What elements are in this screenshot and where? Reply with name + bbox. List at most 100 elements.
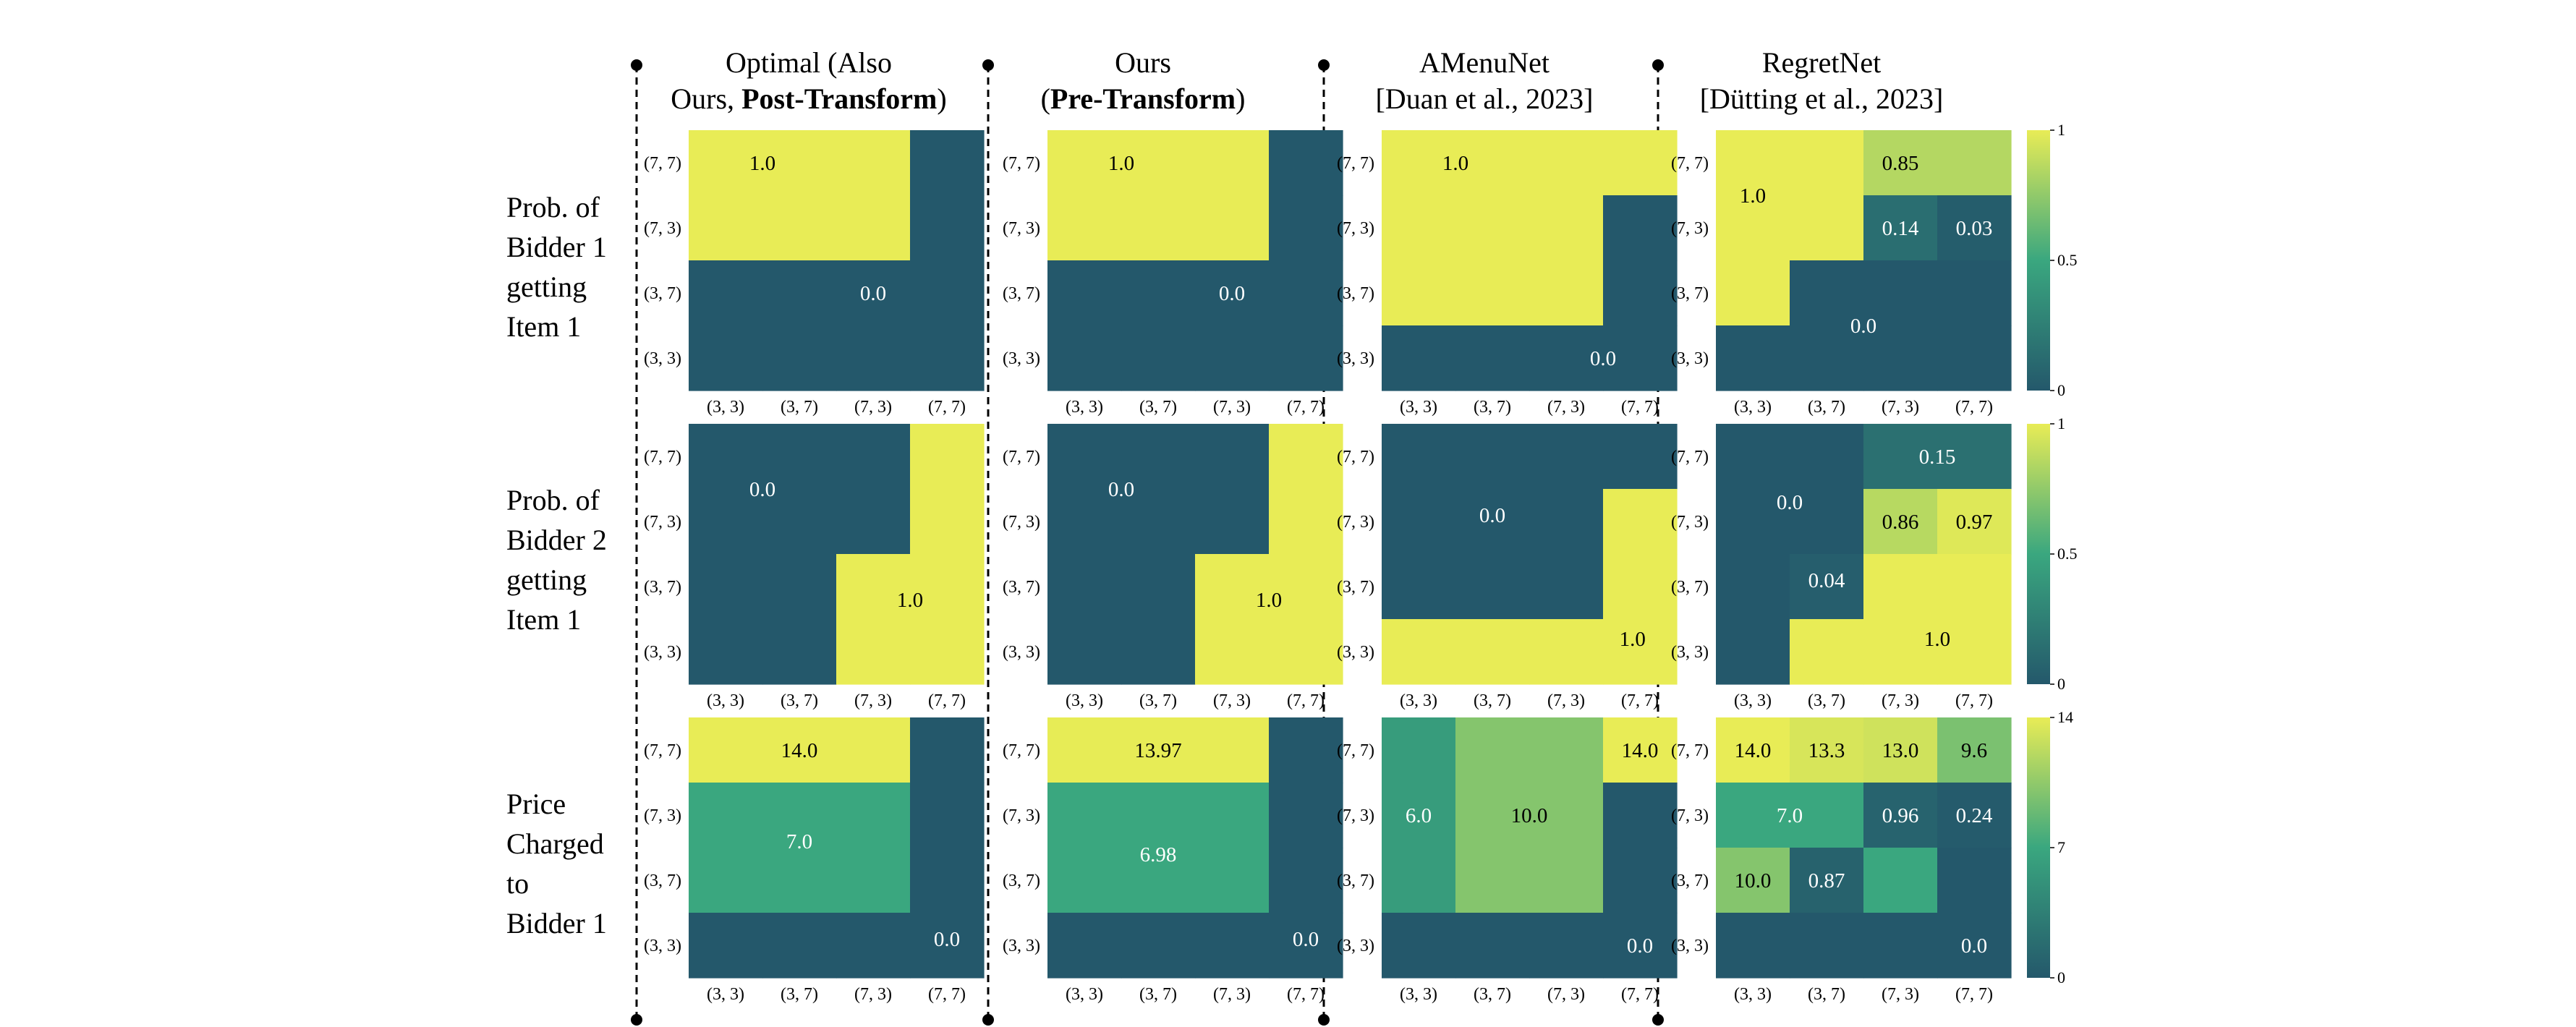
heatmap-cell xyxy=(1121,619,1196,685)
heatmap-cell xyxy=(1195,913,1270,979)
cell-value-label: 13.3 xyxy=(1808,739,1845,762)
row-label-1-line0: Prob. of xyxy=(506,484,600,516)
x-tick-label: (7, 7) xyxy=(1287,985,1325,1004)
cell-value-label: 0.04 xyxy=(1808,569,1845,592)
y-tick-label: (3, 7) xyxy=(1003,284,1040,303)
x-tick-label: (7, 3) xyxy=(854,691,892,710)
heatmap-cell xyxy=(1269,260,1343,326)
column-titles: Optimal (Also Ours, Post-Transform) Ours… xyxy=(671,46,1943,115)
y-tick-label: (3, 3) xyxy=(1337,349,1374,368)
heatmap-cell xyxy=(1716,260,1790,326)
heatmap-cell xyxy=(836,195,911,261)
heatmap-cell xyxy=(1716,489,1790,555)
x-tick-label: (3, 7) xyxy=(1474,985,1511,1004)
heatmap-cell xyxy=(1047,260,1122,326)
heatmap-cell xyxy=(1455,130,1530,196)
cell-value-label: 1.0 xyxy=(749,152,775,175)
heatmap-cell xyxy=(1716,325,1790,391)
heatmap-cell xyxy=(1863,424,1938,490)
heatmap-cell xyxy=(1863,554,1938,620)
colorbar-tick-label: 1 xyxy=(2057,121,2065,139)
y-tick-label: (3, 7) xyxy=(644,284,681,303)
cell-value-label: 1.0 xyxy=(1108,152,1134,175)
heatmap-cell xyxy=(1455,913,1530,979)
x-tick-label: (3, 3) xyxy=(1066,691,1103,710)
heatmap-cell xyxy=(1455,195,1530,261)
x-tick-label: (3, 3) xyxy=(707,398,744,417)
heatmap-cell xyxy=(762,489,837,555)
heatmap-cell xyxy=(1529,195,1604,261)
heatmap-cell xyxy=(1716,554,1790,620)
heatmap-cell xyxy=(1716,195,1790,261)
x-tick-label: (3, 7) xyxy=(1808,985,1845,1004)
y-tick-label: (7, 3) xyxy=(1003,219,1040,238)
heatmap-cell xyxy=(1121,717,1196,783)
x-tick-label: (3, 3) xyxy=(707,691,744,710)
y-tick-label: (3, 7) xyxy=(1003,872,1040,890)
heatmap-cell xyxy=(762,848,837,913)
cell-value-label: 0.03 xyxy=(1956,217,1993,240)
heatmap-cell xyxy=(836,717,911,783)
heatmap-cell xyxy=(1716,783,1790,848)
x-tick-label: (3, 7) xyxy=(1808,398,1845,417)
heatmap-cell xyxy=(1269,424,1343,490)
row-label-2-line2: to xyxy=(506,867,529,900)
heatmap-cell xyxy=(1121,325,1196,391)
x-tick-label: (3, 3) xyxy=(1066,398,1103,417)
cell-value-label: 0.0 xyxy=(1219,282,1245,305)
heatmap-cell xyxy=(1790,130,1864,196)
heatmap-cell xyxy=(1195,783,1270,848)
cell-value-label: 1.0 xyxy=(1924,628,1950,651)
y-tick-label: (7, 7) xyxy=(1337,154,1374,173)
x-tick-label: (7, 3) xyxy=(1547,691,1585,710)
divider-dot-0-top xyxy=(631,59,642,71)
heatmap-cell xyxy=(1047,424,1122,490)
heatmap-cell xyxy=(1455,619,1530,685)
heatmap-cell xyxy=(1047,848,1122,913)
y-tick-label: (3, 3) xyxy=(1671,937,1709,955)
heatmap-cell xyxy=(689,619,763,685)
divider-dot-0-bottom xyxy=(631,1014,642,1026)
cell-value-label: 0.0 xyxy=(1590,347,1616,370)
heatmap-cell xyxy=(1269,489,1343,555)
divider-dot-2-top xyxy=(1318,59,1330,71)
x-tick-label: (3, 7) xyxy=(781,398,818,417)
heatmap-cell xyxy=(689,260,763,326)
column-title-3-line2: [Dütting et al., 2023] xyxy=(1700,82,1944,115)
row-label-2-line0: Price xyxy=(506,788,566,820)
cell-value-label: 0.0 xyxy=(1850,315,1876,338)
x-tick-label: (3, 3) xyxy=(1066,985,1103,1004)
cell-value-label: 6.98 xyxy=(1140,843,1177,866)
y-tick-label: (3, 7) xyxy=(1003,578,1040,597)
heatmap-cell xyxy=(836,913,911,979)
x-tick-label: (7, 7) xyxy=(1955,691,1993,710)
heatmap-cell xyxy=(1790,619,1864,685)
heatmap-cell xyxy=(1121,848,1196,913)
heatmap-panel-r1-c3: 0.0 0.15 0.86 0.97 0.04 1.0 (7, 7) (7, 3) (3, 7)… xyxy=(1671,424,2012,710)
heatmap-cell xyxy=(1603,619,1678,685)
heatmap-cell xyxy=(1121,130,1196,196)
heatmap-cell xyxy=(1121,260,1196,326)
heatmap-cell xyxy=(1937,260,2012,326)
heatmap-cell xyxy=(1047,489,1122,555)
y-tick-label: (3, 7) xyxy=(1671,284,1709,303)
heatmap-cell xyxy=(1047,325,1122,391)
heatmap-cell xyxy=(1529,130,1604,196)
heatmap-cell xyxy=(1455,848,1530,913)
heatmap-cell xyxy=(1195,260,1270,326)
heatmap-cell xyxy=(1195,848,1270,913)
divider-dot-1-top xyxy=(982,59,994,71)
x-tick-label: (3, 7) xyxy=(1474,691,1511,710)
y-tick-label: (7, 3) xyxy=(644,219,681,238)
x-tick-label: (3, 7) xyxy=(1139,985,1177,1004)
colorbar-gradient xyxy=(2027,424,2050,684)
heatmap-cell xyxy=(1863,195,1938,261)
heatmap-cell xyxy=(1603,848,1678,913)
colorbar-tick-label: 1 xyxy=(2057,414,2065,432)
heatmap-cell xyxy=(762,783,837,848)
row-label-0-line0: Prob. of xyxy=(506,191,600,223)
y-tick-label: (7, 7) xyxy=(1671,154,1709,173)
x-tick-label: (7, 7) xyxy=(928,691,966,710)
y-tick-label: (7, 7) xyxy=(644,741,681,760)
y-tick-label: (3, 7) xyxy=(1337,578,1374,597)
